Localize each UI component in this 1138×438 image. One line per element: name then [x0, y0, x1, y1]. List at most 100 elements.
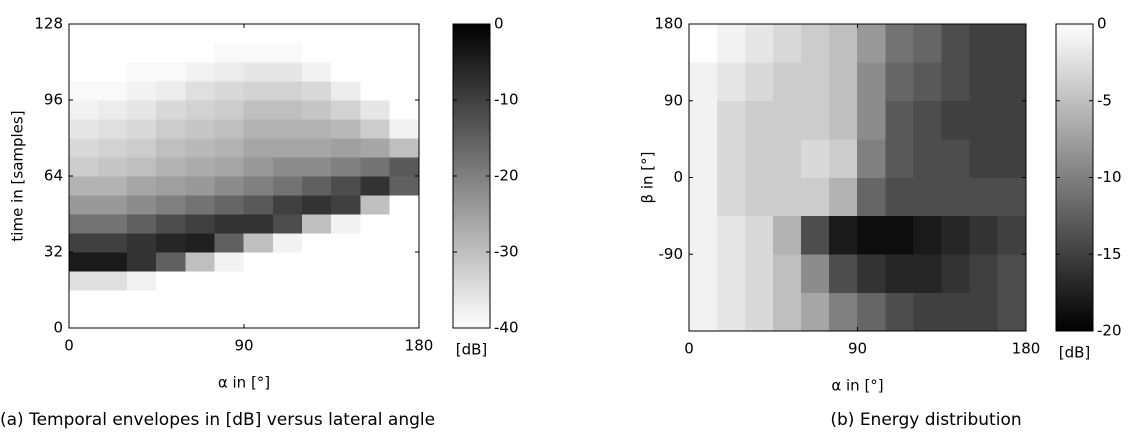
- heat-cell: [857, 138, 886, 178]
- heat-cell: [857, 253, 886, 293]
- y-tick-label: 64: [44, 167, 63, 185]
- heat-cell: [997, 253, 1027, 293]
- heat-cell: [185, 61, 216, 82]
- heat-cell: [243, 194, 274, 215]
- heat-cell: [857, 177, 886, 217]
- heat-cell: [302, 42, 332, 63]
- heat-cell: [772, 23, 802, 63]
- colorbar-tick-label: -5: [1097, 91, 1112, 109]
- colorbar-label: [dB]: [1059, 344, 1091, 362]
- heat-cell: [744, 23, 774, 63]
- heat-cell: [185, 156, 216, 177]
- heat-cell: [214, 61, 245, 82]
- heat-cell: [97, 251, 128, 272]
- heat-cell: [214, 232, 245, 253]
- heat-cell: [801, 177, 830, 217]
- heat-cell: [941, 253, 971, 293]
- heat-cell: [243, 213, 274, 234]
- heat-cell: [97, 289, 128, 310]
- x-tick-label: 90: [234, 337, 253, 355]
- heat-cell: [772, 100, 802, 140]
- heat-cell: [68, 118, 99, 139]
- heat-cell: [997, 62, 1027, 102]
- heat-cell: [941, 177, 971, 217]
- heat-cell: [214, 251, 245, 272]
- heat-cell: [969, 62, 999, 102]
- heat-cell: [360, 251, 391, 272]
- heat-cell: [857, 292, 886, 332]
- heat-cell: [829, 100, 858, 140]
- heat-cell: [389, 308, 420, 329]
- heat-cell: [272, 80, 303, 101]
- heat-cell: [68, 42, 99, 63]
- colorbar-tick-label: -40: [494, 319, 519, 337]
- heat-cell: [214, 42, 245, 63]
- heat-cell: [272, 308, 303, 329]
- heat-cell: [243, 251, 274, 272]
- heat-cell: [801, 100, 830, 140]
- heat-cell: [360, 175, 391, 196]
- heat-cell: [744, 253, 774, 293]
- heat-cell: [68, 251, 99, 272]
- heat-cell: [997, 100, 1027, 140]
- heat-cell: [302, 156, 332, 177]
- heat-cell: [913, 292, 943, 332]
- heat-cell: [885, 138, 914, 178]
- heat-cell: [716, 253, 746, 293]
- heat-cell: [214, 99, 245, 120]
- heat-cell: [97, 23, 128, 44]
- heat-cell: [331, 118, 361, 139]
- heat-cell: [214, 118, 245, 139]
- heat-cell: [127, 289, 157, 310]
- heat-cell: [156, 232, 186, 253]
- heat-cell: [389, 118, 420, 139]
- heat-cell: [389, 99, 420, 120]
- y-tick-label: 0: [53, 319, 63, 337]
- heat-cell: [913, 62, 943, 102]
- y-tick-label: 90: [664, 91, 683, 109]
- heat-cell: [214, 175, 245, 196]
- heat-cell: [272, 156, 303, 177]
- heat-cell: [97, 213, 128, 234]
- heat-cell: [156, 270, 186, 291]
- heat-cell: [302, 270, 332, 291]
- heat-cell: [772, 292, 802, 332]
- heat-cell: [127, 175, 157, 196]
- heat-cell: [127, 61, 157, 82]
- heat-cell: [185, 213, 216, 234]
- heat-cell: [772, 215, 802, 255]
- heat-cell: [97, 232, 128, 253]
- y-tick-label: 128: [34, 15, 63, 33]
- heat-cell: [302, 289, 332, 310]
- heat-cell: [127, 308, 157, 329]
- heat-cell: [272, 232, 303, 253]
- heat-cell: [127, 137, 157, 158]
- heat-cell: [885, 177, 914, 217]
- heat-cell: [185, 118, 216, 139]
- heat-cell: [744, 100, 774, 140]
- colorbar: [452, 23, 491, 329]
- heat-cell: [68, 99, 99, 120]
- heat-cell: [156, 251, 186, 272]
- x-tick-label: 0: [64, 337, 74, 355]
- heat-cell: [688, 62, 718, 102]
- heat-cell: [97, 156, 128, 177]
- heat-cell: [68, 137, 99, 158]
- heat-cell: [360, 80, 391, 101]
- heat-cell: [185, 175, 216, 196]
- heat-cell: [68, 61, 99, 82]
- heat-cell: [68, 289, 99, 310]
- heat-cell: [97, 175, 128, 196]
- heat-cell: [243, 80, 274, 101]
- heat-cell: [360, 232, 391, 253]
- heat-cell: [913, 215, 943, 255]
- heat-cell: [360, 99, 391, 120]
- heat-cell: [243, 99, 274, 120]
- heat-cell: [243, 289, 274, 310]
- x-tick-label: 0: [684, 340, 694, 358]
- heat-cell: [302, 118, 332, 139]
- heat-cell: [885, 62, 914, 102]
- heat-cell: [156, 213, 186, 234]
- heat-cell: [156, 61, 186, 82]
- heat-cell: [214, 213, 245, 234]
